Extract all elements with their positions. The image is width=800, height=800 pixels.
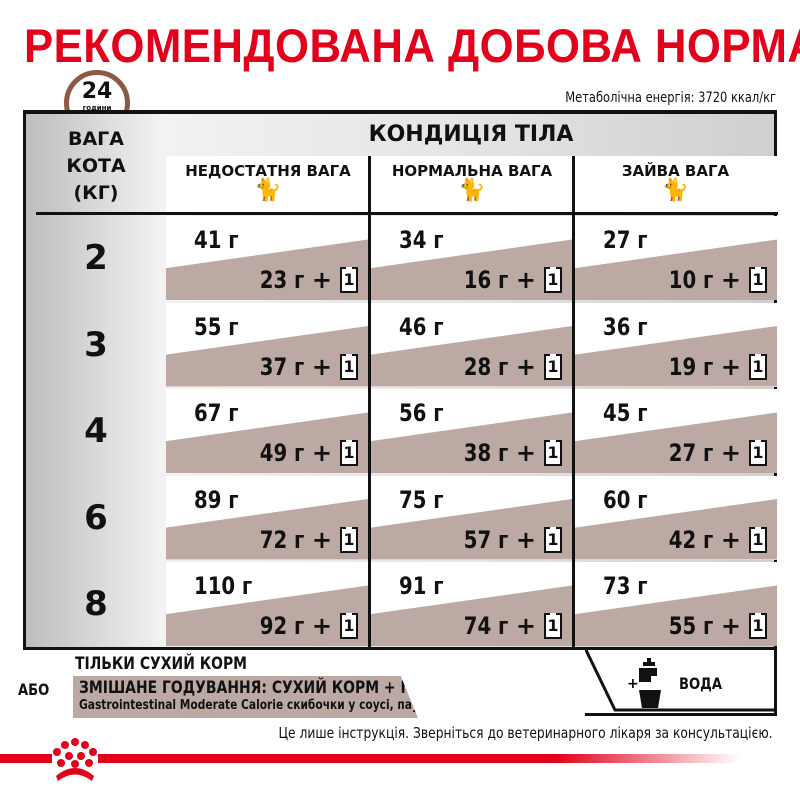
dry-amount: 110 г	[194, 572, 253, 600]
dry-amount: 67 г	[194, 399, 239, 427]
disclaimer: Це лише інструкція. Зверніться до ветери…	[278, 724, 773, 742]
mixed-feeding-label: ЗМІШАНЕ ГОДУВАННЯ: СУХИЙ КОРМ + ПАУЧІ:	[79, 678, 456, 698]
water-tap-icon: +	[585, 648, 777, 712]
page-title: РЕКОМЕНДОВАНА ДОБОВА НОРМА	[24, 19, 800, 72]
mixed-amount: 38 г +1	[454, 439, 562, 467]
pouch-icon: 1	[340, 353, 358, 380]
mixed-amount: 28 г +1	[454, 353, 562, 381]
dry-amount: 41 г	[194, 226, 239, 254]
dry-amount: 36 г	[603, 312, 648, 341]
mixed-amount: 57 г +1	[454, 526, 562, 554]
table-cell: 89 г 72 г +1	[166, 475, 368, 560]
pouch-icon: 1	[544, 353, 562, 380]
mixed-product-label: Gastrointestinal Moderate Calorie скибоч…	[79, 698, 455, 713]
column-header: НЕДОСТАТНЯ ВАГА 🐈	[166, 156, 370, 212]
clock-label: години	[82, 104, 112, 112]
table-cell: 73 г 55 г +1	[575, 562, 777, 646]
dry-amount: 56 г	[399, 399, 444, 427]
dry-amount: 91 г	[399, 572, 444, 600]
pouch-icon: 1	[544, 440, 562, 466]
mixed-amount: 19 г +1	[659, 353, 767, 381]
mixed-amount: 23 г +1	[250, 266, 358, 294]
pouch-icon: 1	[544, 613, 562, 639]
dry-amount: 34 г	[399, 226, 444, 254]
mixed-amount: 92 г +1	[250, 612, 358, 640]
pouch-icon: 1	[340, 613, 358, 639]
mixed-amount: 10 г +1	[659, 266, 767, 294]
water-label: ВОДА	[679, 674, 722, 693]
weight-kg: 2	[84, 238, 108, 278]
table-cell: 67 г 49 г +1	[166, 389, 368, 473]
pouch-icon: 1	[340, 440, 358, 466]
table-cell: 34 г 16 г +1	[371, 216, 572, 300]
or-label: АБО	[18, 680, 50, 699]
column-header: НОРМАЛЬНА ВАГА 🐈	[370, 156, 574, 212]
feeding-table: ВАГА КОТА (КГ) КОНДИЦІЯ ТІЛА НЕДОСТАТНЯ ВА…	[23, 110, 778, 650]
mixed-amount: 55 г +1	[659, 612, 767, 640]
mixed-amount: 27 г +1	[659, 439, 767, 467]
dry-amount: 75 г	[399, 485, 444, 514]
cat-thin-icon: 🐈	[254, 178, 282, 203]
header-divider	[36, 212, 778, 215]
table-cell: 110 г 92 г +1	[166, 562, 368, 646]
mixed-amount: 16 г +1	[454, 266, 562, 294]
pouch-icon: 1	[340, 267, 358, 293]
weight-column-header: ВАГА КОТА (КГ)	[66, 128, 126, 204]
weight-kg: 8	[84, 584, 108, 624]
mixed-amount: 74 г +1	[454, 612, 562, 640]
table-cell: 41 г 23 г +1	[166, 216, 368, 300]
pouch-icon: 1	[749, 353, 767, 380]
cat-overweight-icon: 🐈	[661, 178, 690, 203]
column-divider	[368, 156, 371, 650]
weight-kg: 4	[84, 411, 108, 451]
table-cell: 27 г 10 г +1	[575, 216, 777, 300]
pouch-icon: 1	[749, 440, 767, 466]
table-cell: 55 г 37 г +1	[166, 302, 368, 387]
dry-amount: 60 г	[603, 485, 648, 514]
mixed-feeding-band: ЗМІШАНЕ ГОДУВАННЯ: СУХИЙ КОРМ + ПАУЧІ: G…	[73, 676, 418, 718]
pouch-icon: 1	[749, 267, 767, 293]
table-cell: 56 г 38 г +1	[371, 389, 572, 473]
mixed-amount: 42 г +1	[659, 526, 767, 554]
water-box: + ВОДА	[585, 648, 777, 716]
dry-amount: 46 г	[399, 312, 444, 341]
mixed-amount: 49 г +1	[250, 439, 358, 467]
column-header: ЗАЙВА ВАГА 🐈	[574, 156, 777, 212]
metabolic-energy: Метаболічна енергія: 3720 ккал/кг	[565, 90, 776, 106]
table-cell: 46 г 28 г +1	[371, 302, 572, 387]
pouch-icon: 1	[749, 526, 767, 553]
dry-only-label: ТІЛЬКИ СУХИЙ КОРМ	[75, 654, 248, 674]
brand-line	[0, 754, 740, 763]
weight-kg: 3	[84, 324, 108, 365]
mixed-amount: 72 г +1	[250, 526, 358, 554]
table-cell: 91 г 74 г +1	[371, 562, 572, 646]
body-condition-header: КОНДИЦІЯ ТІЛА	[368, 122, 574, 147]
column-divider	[572, 156, 575, 650]
table-cell: 36 г 19 г +1	[575, 302, 777, 387]
dry-amount: 89 г	[194, 485, 239, 514]
cat-normal-icon: 🐈	[458, 178, 486, 203]
dry-amount: 27 г	[603, 226, 648, 254]
dry-amount: 73 г	[603, 572, 648, 600]
weight-kg: 6	[84, 497, 108, 538]
table-cell: 60 г 42 г +1	[575, 475, 777, 560]
dry-amount: 45 г	[603, 399, 648, 427]
table-cell: 75 г 57 г +1	[371, 475, 572, 560]
pouch-icon: 1	[544, 267, 562, 293]
pouch-icon: 1	[749, 613, 767, 639]
pouch-icon: 1	[544, 526, 562, 553]
clock-number: 24	[81, 79, 113, 104]
pouch-icon: 1	[340, 526, 358, 553]
mixed-amount: 37 г +1	[250, 353, 358, 381]
svg-text:+: +	[627, 676, 639, 692]
table-cell: 45 г 27 г +1	[575, 389, 777, 473]
dry-amount: 55 г	[194, 312, 239, 341]
royal-canin-crown-logo	[52, 736, 98, 784]
